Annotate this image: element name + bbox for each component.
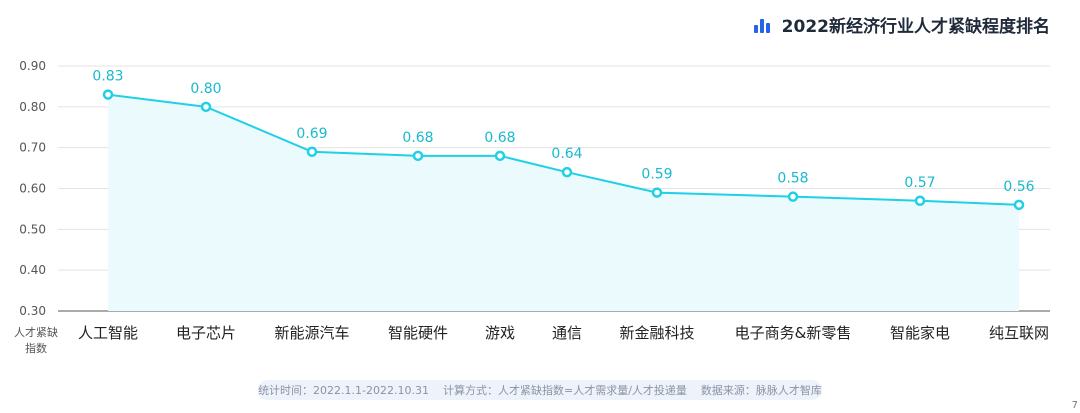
data-point [651, 187, 663, 198]
y-axis-label: 人才紧缺 [14, 325, 58, 339]
chart-title-text: 2022新经济行业人才紧缺程度排名 [781, 17, 1050, 37]
series-line [107, 93, 1020, 206]
data-label: 0.56 [1003, 179, 1034, 195]
footer-method: 计算方式：人才紧缺指数=人才需求量/人才投递量 [443, 384, 687, 397]
data-point [102, 89, 114, 100]
x-tick-label: 电子芯片 [176, 324, 236, 342]
data-point [412, 150, 424, 162]
data-label: 0.69 [296, 126, 327, 142]
x-tick-label: 智能硬件 [388, 324, 448, 342]
data-label: 0.58 [777, 171, 808, 187]
x-tick-label: 游戏 [485, 324, 515, 342]
data-point [1013, 199, 1025, 211]
chart-title: 2022新经济行业人才紧缺程度排名 [753, 12, 1050, 37]
footer-period: 统计时间：2022.1.1-2022.10.31 [258, 384, 429, 397]
x-tick-label: 通信 [552, 324, 582, 342]
y-tick-label: 0.70 [19, 141, 46, 155]
corner-mark: 7 [1071, 400, 1078, 411]
x-tick-label: 新金融科技 [619, 324, 694, 342]
data-label: 0.80 [190, 81, 221, 97]
y-tick-label: 0.50 [19, 222, 46, 236]
data-point [787, 191, 799, 202]
data-point [561, 166, 573, 178]
data-point [306, 146, 318, 157]
y-tick-label: 0.90 [19, 59, 46, 73]
y-axis-label: 指数 [25, 341, 47, 355]
y-tick-label: 0.40 [19, 263, 46, 277]
data-label: 0.68 [402, 130, 433, 146]
x-tick-label: 智能家电 [890, 324, 950, 342]
data-point [914, 195, 926, 206]
y-tick-label: 0.60 [19, 182, 46, 196]
y-tick-label: 0.30 [19, 304, 46, 318]
x-tick-label: 人工智能 [78, 324, 138, 342]
x-tick-label: 新能源汽车 [274, 324, 349, 342]
data-label: 0.64 [551, 146, 582, 162]
data-point [494, 150, 506, 162]
bar-chart-icon [753, 17, 774, 33]
data-label: 0.68 [484, 130, 515, 146]
footer-note: 统计时间：2022.1.1-2022.10.31 计算方式：人才紧缺指数=人才需… [258, 380, 822, 400]
data-label: 0.59 [641, 167, 672, 183]
y-tick-label: 0.80 [19, 100, 46, 114]
area-fill [108, 94, 1019, 311]
x-tick-label: 纯互联网 [989, 324, 1049, 342]
data-label: 0.57 [904, 175, 935, 191]
data-point [200, 101, 212, 113]
x-tick-label: 电子商务&新零售 [735, 324, 852, 342]
footer-source: 数据来源：脉脉人才智库 [700, 384, 822, 397]
data-label: 0.83 [92, 69, 123, 85]
